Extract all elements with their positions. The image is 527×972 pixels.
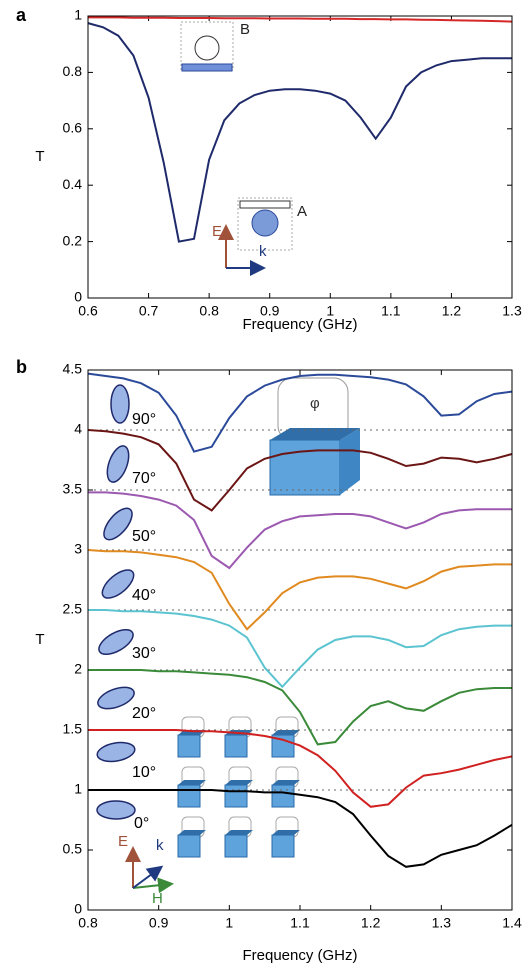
line — [88, 491, 512, 570]
cube — [224, 784, 248, 808]
y-tick-label: 4 — [74, 421, 82, 437]
panel-label: b — [16, 357, 27, 377]
cube — [271, 834, 295, 858]
line — [88, 669, 512, 746]
x-tick-label: 0.8 — [199, 303, 219, 319]
y-tick-label: 1 — [74, 781, 82, 797]
x-tick-label: 1.1 — [290, 915, 310, 931]
cube-top — [225, 830, 253, 835]
y-tick-label: 0.4 — [63, 176, 83, 192]
cube-top — [272, 830, 300, 835]
cube — [177, 784, 201, 808]
y-axis-label: T — [35, 631, 44, 648]
y-tick-label: 3 — [74, 541, 82, 557]
series-label: 0° — [134, 815, 149, 832]
series-label: 30° — [132, 645, 156, 662]
ellipse-icon — [106, 445, 130, 483]
x-axis-label: Frequency (GHz) — [242, 947, 357, 964]
cube-top — [178, 830, 206, 835]
ellipse-icon — [98, 628, 134, 656]
cube — [271, 784, 295, 808]
cube — [177, 834, 201, 858]
icon-b — [180, 21, 234, 72]
x-tick-label: 0.9 — [260, 303, 280, 319]
series-label: 90° — [132, 411, 156, 428]
icon-a — [218, 197, 293, 276]
ellipse-icon — [103, 507, 133, 541]
series-label: 20° — [132, 705, 156, 722]
x-tick-label: 1.2 — [361, 915, 381, 931]
line — [87, 429, 513, 512]
y-tick-label: 4.5 — [63, 361, 83, 377]
x-tick-label: 1.3 — [432, 915, 452, 931]
ellipse-icon — [96, 800, 136, 820]
x-tick-label: 1.2 — [442, 303, 462, 319]
y-axis-label: T — [35, 148, 44, 165]
x-tick-label: 1 — [326, 303, 334, 319]
cube-top — [225, 780, 253, 785]
cube-top — [178, 780, 206, 785]
cube-top — [272, 780, 300, 785]
x-tick-label: 0.6 — [78, 303, 98, 319]
cube — [177, 734, 201, 758]
y-tick-label: 0.5 — [63, 841, 83, 857]
x-tick-label: 0.9 — [149, 915, 169, 931]
x-axis-label: Frequency (GHz) — [242, 316, 357, 333]
y-tick-label: 0.6 — [63, 120, 83, 136]
line — [87, 22, 512, 243]
line — [88, 16, 513, 23]
panel-label: a — [16, 5, 27, 25]
annotation: E — [212, 223, 222, 240]
y-tick-label: 1.5 — [63, 721, 83, 737]
ellipse-icon — [110, 384, 130, 424]
line — [88, 789, 513, 868]
series-label: 70° — [132, 470, 156, 487]
ellipse-icon — [97, 686, 135, 710]
icon-cube-large — [269, 377, 360, 496]
cube — [224, 834, 248, 858]
y-tick-label: 2 — [74, 661, 82, 677]
y-tick-label: 1 — [74, 7, 82, 23]
icon-cube-array — [177, 716, 300, 858]
annotation: E — [118, 833, 128, 850]
line — [88, 729, 513, 808]
annotation: k — [259, 243, 267, 260]
annotation: H — [152, 890, 163, 907]
ellipse-icon — [96, 741, 136, 763]
annotation: A — [297, 203, 307, 220]
annotation: φ — [310, 395, 320, 412]
y-tick-label: 0 — [74, 289, 82, 305]
line — [88, 609, 512, 689]
annotation: k — [156, 837, 164, 854]
x-tick-label: 0.7 — [139, 303, 159, 319]
cube — [224, 734, 248, 758]
y-tick-label: 0.8 — [63, 63, 83, 79]
x-tick-label: 0.8 — [78, 915, 98, 931]
x-tick-label: 1.1 — [381, 303, 401, 319]
y-tick-label: 0 — [74, 901, 82, 917]
x-tick-label: 1.3 — [502, 303, 522, 319]
series-label: 40° — [132, 587, 156, 604]
series-label: 10° — [132, 764, 156, 781]
ellipse-icon — [101, 569, 135, 599]
icon-axes — [125, 846, 174, 894]
x-tick-label: 1 — [225, 915, 233, 931]
line — [87, 372, 513, 453]
x-tick-label: 1.4 — [502, 915, 522, 931]
plot-frame — [87, 15, 513, 299]
y-tick-label: 2.5 — [63, 601, 83, 617]
line — [87, 549, 512, 631]
y-tick-label: 0.2 — [63, 232, 83, 248]
annotation: B — [240, 21, 250, 38]
series-label: 50° — [132, 528, 156, 545]
y-tick-label: 3.5 — [63, 481, 83, 497]
plot-frame — [87, 369, 513, 911]
cube-top — [272, 730, 300, 735]
